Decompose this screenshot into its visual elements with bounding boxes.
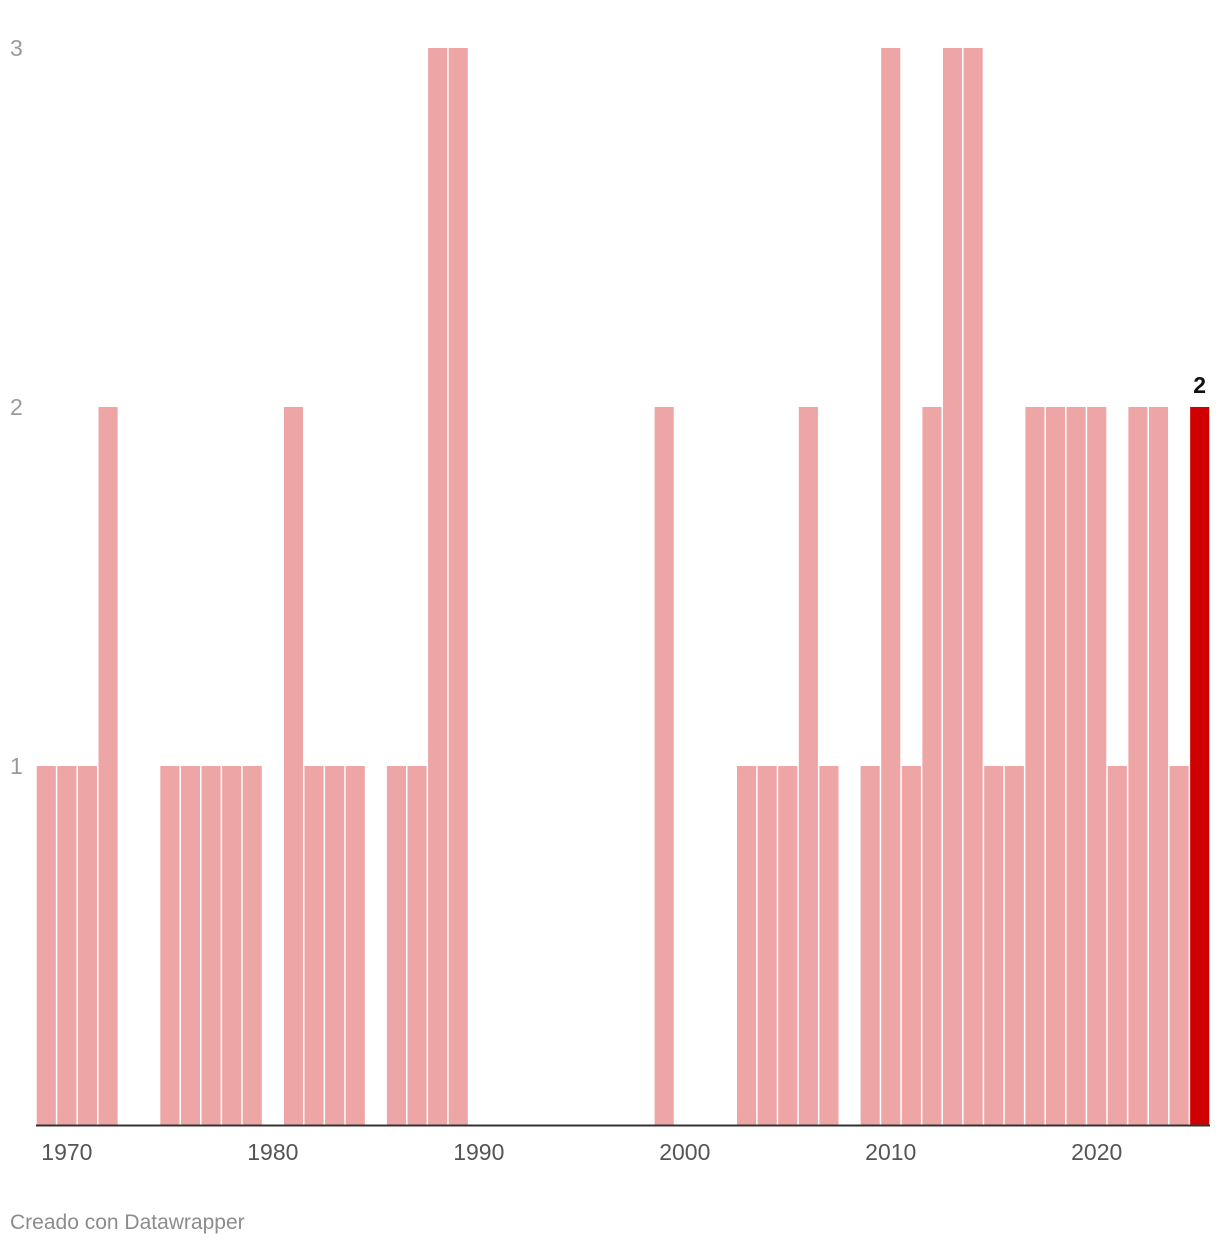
bar-chart: 1 2 3 1970 1980 1990 2000 2010 2020 2 bbox=[10, 35, 1210, 1165]
bar[interactable] bbox=[881, 48, 901, 1125]
bar[interactable] bbox=[283, 407, 304, 1125]
bar[interactable] bbox=[77, 766, 98, 1125]
x-tick-label: 2000 bbox=[659, 1139, 710, 1165]
bar[interactable] bbox=[922, 407, 942, 1125]
bar[interactable] bbox=[860, 766, 880, 1125]
bar[interactable] bbox=[984, 766, 1004, 1125]
bar[interactable] bbox=[1025, 407, 1045, 1125]
value-label: 2 bbox=[1193, 372, 1206, 398]
x-tick-label: 2020 bbox=[1071, 1139, 1122, 1165]
bars bbox=[36, 48, 1210, 1125]
y-tick-label: 2 bbox=[10, 394, 23, 420]
bar[interactable] bbox=[345, 766, 365, 1125]
bar[interactable] bbox=[201, 766, 221, 1125]
x-axis: 1970 1980 1990 2000 2010 2020 bbox=[41, 1139, 1122, 1165]
bar[interactable] bbox=[901, 766, 921, 1125]
bar[interactable] bbox=[1148, 407, 1169, 1125]
bar[interactable] bbox=[222, 766, 242, 1125]
bar[interactable] bbox=[943, 48, 963, 1125]
bar[interactable] bbox=[778, 766, 798, 1125]
bar[interactable] bbox=[1066, 407, 1086, 1125]
bar[interactable] bbox=[963, 48, 983, 1125]
x-tick-label: 2010 bbox=[865, 1139, 916, 1165]
bar[interactable] bbox=[242, 766, 262, 1125]
bar[interactable] bbox=[757, 766, 777, 1125]
bar[interactable] bbox=[407, 766, 427, 1125]
x-tick-label: 1990 bbox=[453, 1139, 504, 1165]
bar[interactable] bbox=[1045, 407, 1066, 1125]
bar-highlighted[interactable] bbox=[1190, 407, 1210, 1125]
bar[interactable] bbox=[1169, 766, 1189, 1125]
bar[interactable] bbox=[1087, 407, 1107, 1125]
bar[interactable] bbox=[57, 766, 77, 1125]
value-labels: 2 bbox=[1193, 372, 1206, 398]
bar[interactable] bbox=[798, 407, 818, 1125]
bar[interactable] bbox=[160, 766, 180, 1125]
bar[interactable] bbox=[654, 407, 674, 1125]
bar[interactable] bbox=[737, 766, 757, 1125]
x-tick-label: 1970 bbox=[41, 1139, 92, 1165]
bar[interactable] bbox=[819, 766, 839, 1125]
y-tick-label: 1 bbox=[10, 753, 23, 779]
bar[interactable] bbox=[304, 766, 324, 1125]
y-axis: 1 2 3 bbox=[10, 35, 23, 779]
bar[interactable] bbox=[386, 766, 406, 1125]
bar[interactable] bbox=[1128, 407, 1148, 1125]
bar[interactable] bbox=[428, 48, 448, 1125]
bar[interactable] bbox=[1107, 766, 1127, 1125]
bar[interactable] bbox=[36, 766, 56, 1125]
bar[interactable] bbox=[448, 48, 468, 1125]
bar[interactable] bbox=[325, 766, 345, 1125]
bar[interactable] bbox=[98, 407, 118, 1125]
bar[interactable] bbox=[1004, 766, 1024, 1125]
datawrapper-credit[interactable]: Creado con Datawrapper bbox=[10, 1211, 245, 1234]
y-tick-label: 3 bbox=[10, 35, 23, 61]
bar[interactable] bbox=[180, 766, 201, 1125]
x-tick-label: 1980 bbox=[247, 1139, 298, 1165]
